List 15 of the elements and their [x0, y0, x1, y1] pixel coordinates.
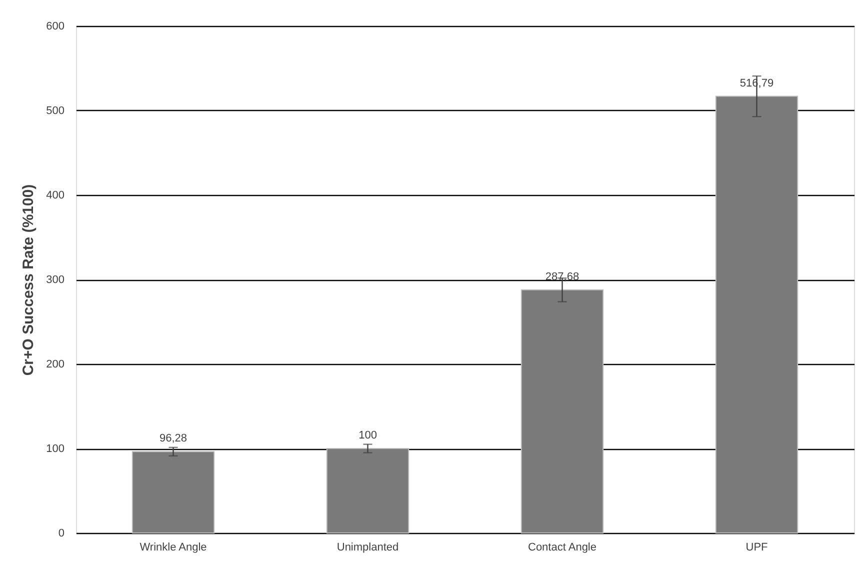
- x-tick-label: Contact Angle: [528, 542, 596, 554]
- y-tick-label: 100: [46, 443, 64, 455]
- y-tick-label: 500: [46, 105, 64, 117]
- y-tick-label: 300: [46, 274, 64, 286]
- y-tick-label: 200: [46, 358, 64, 370]
- y-tick-label: 600: [46, 20, 64, 32]
- y-tick-label: 400: [46, 190, 64, 202]
- x-tick-label: Wrinkle Angle: [140, 542, 207, 554]
- x-tick-label: Unimplanted: [336, 542, 399, 554]
- data-label: 100: [358, 430, 377, 442]
- y-tick-label: 0: [58, 528, 64, 540]
- data-label: 287,68: [545, 270, 580, 283]
- x-tick-label: UPF: [746, 542, 768, 554]
- y-axis-title: Cr+O Success Rate (%100): [20, 184, 38, 376]
- data-label: 96,28: [159, 432, 188, 445]
